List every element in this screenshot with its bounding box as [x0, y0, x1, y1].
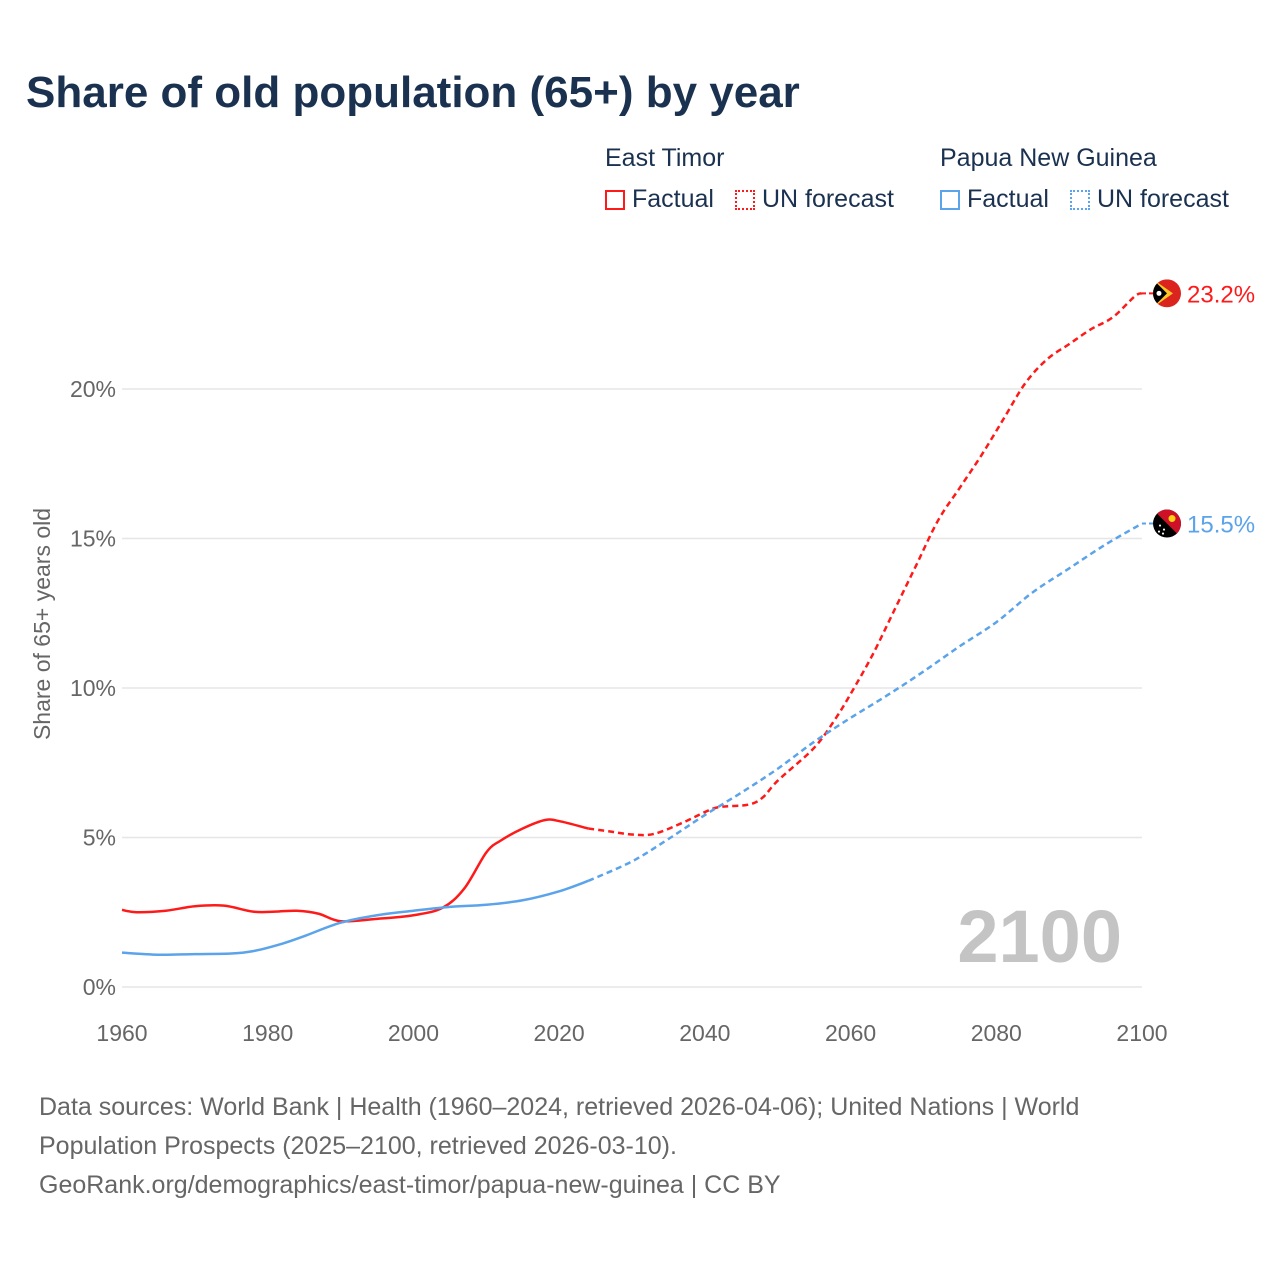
legend-item-png-forecast[interactable]: UN forecast [1069, 185, 1229, 214]
y-tick-label: 10% [70, 675, 116, 701]
legend-label: Factual [632, 185, 714, 213]
y-axis-label: Share of 65+ years old [29, 508, 55, 740]
series-line-3 [587, 522, 1143, 882]
chart-title: Share of old population (65+) by year [26, 68, 800, 117]
legend-swatch-dotted [734, 189, 755, 210]
legend-swatch-solid [940, 189, 960, 210]
x-tick-label: 2020 [534, 1020, 585, 1046]
legend-east-timor: East Timor Factual UN forecast [605, 144, 908, 217]
y-tick-label: 5% [83, 825, 116, 851]
legend-label: UN forecast [1096, 185, 1229, 213]
legend-swatch-solid [605, 189, 625, 210]
x-tick-label: 2000 [388, 1020, 439, 1046]
y-axis-ticks: 0% 5% 10% 15% 20% [70, 376, 116, 1000]
current-year-watermark: 2100 [957, 895, 1122, 978]
end-value-label: 15.5% [1187, 512, 1255, 539]
legend-item-east-timor-forecast[interactable]: UN forecast [734, 185, 894, 214]
end-value-label: 23.2% [1187, 281, 1255, 308]
legend-papua-new-guinea: Papua New Guinea Factual UN forecast [940, 144, 1229, 217]
legend-label: Factual [967, 185, 1049, 213]
legend-item-east-timor-factual[interactable]: Factual [605, 185, 714, 214]
data-sources: Data sources: World Bank | Health (1960–… [39, 1093, 1080, 1160]
east-timor-flag-icon [1153, 279, 1181, 308]
attribution-link[interactable]: GeoRank.org/demographics/east-timor/papu… [39, 1171, 781, 1199]
legend-group-title: Papua New Guinea [940, 144, 1157, 172]
x-tick-label: 2040 [679, 1020, 730, 1046]
legend-label: UN forecast [761, 185, 894, 213]
series-line-0 [121, 818, 589, 923]
gridlines [122, 388, 1142, 988]
x-tick-label: 2080 [971, 1020, 1022, 1046]
series-lines [121, 292, 1143, 957]
legend-group-title: East Timor [605, 144, 725, 172]
y-tick-label: 15% [70, 526, 116, 552]
legend-item-png-factual[interactable]: Factual [940, 185, 1049, 214]
x-tick-label: 2060 [825, 1020, 876, 1046]
series-line-2 [121, 879, 589, 957]
papua-new-guinea-flag-icon [1153, 509, 1181, 538]
x-tick-label: 1980 [242, 1020, 293, 1046]
x-tick-label: 2100 [1116, 1020, 1167, 1046]
y-tick-label: 20% [70, 376, 116, 402]
end-labels: 23.2% 15.5% [1142, 279, 1255, 539]
x-axis-ticks: 1960 1980 2000 2020 2040 2060 2080 2100 [96, 1020, 1167, 1046]
series-line-1 [588, 292, 1143, 837]
y-tick-label: 0% [83, 974, 116, 1000]
legend-swatch-dotted [1069, 189, 1090, 210]
x-tick-label: 1960 [96, 1020, 147, 1046]
footer: Data sources: World Bank | Health (1960–… [39, 1088, 1159, 1205]
